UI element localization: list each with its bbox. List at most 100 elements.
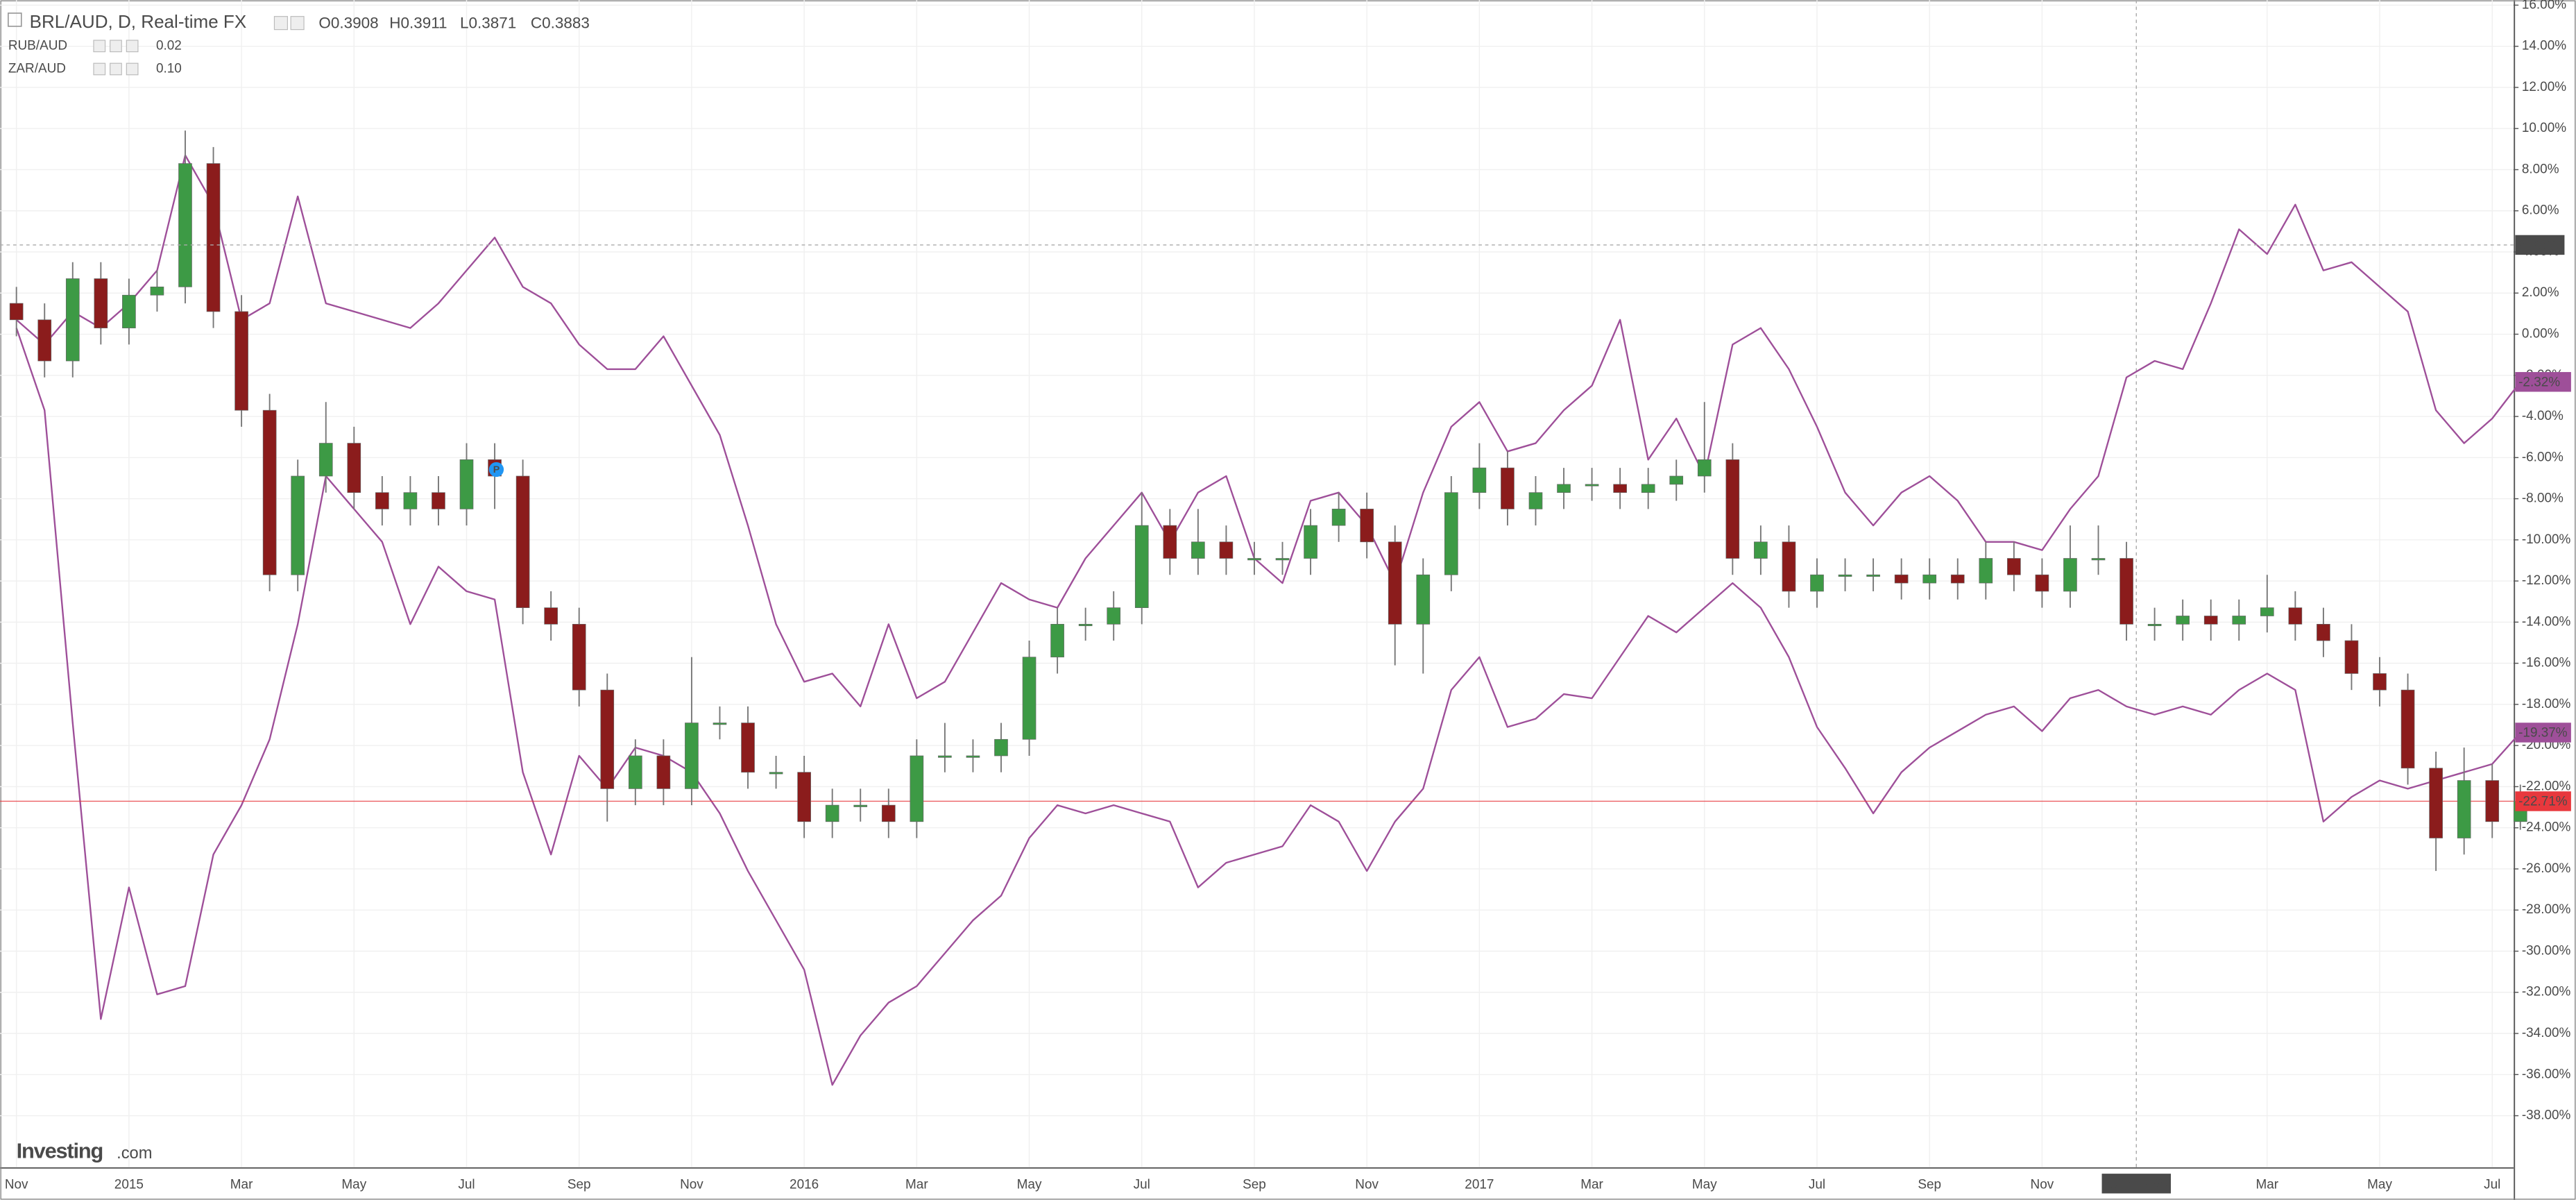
candle-body xyxy=(2007,558,2021,575)
candle-body xyxy=(2176,616,2190,625)
candle-body xyxy=(1304,525,1317,559)
candle-body xyxy=(1247,558,1261,561)
x-tick-label: Mar xyxy=(2256,1178,2279,1192)
candle-body xyxy=(1894,574,1909,584)
candle-body xyxy=(403,492,418,509)
candle-body xyxy=(1528,492,1543,509)
candle-body xyxy=(994,738,1008,757)
candle-body xyxy=(2035,574,2049,592)
event-marker-label: P xyxy=(493,464,500,475)
candle-body xyxy=(910,755,924,822)
line-series xyxy=(15,328,2521,1086)
crosshair-y-label-bg xyxy=(2515,235,2565,255)
y-tick-label: 0.00% xyxy=(2522,327,2559,341)
candle-body xyxy=(1754,541,1768,559)
logo: Investing .com xyxy=(17,1138,153,1163)
candle-body xyxy=(713,722,727,725)
candle-body xyxy=(1472,467,1487,493)
candle-body xyxy=(178,163,192,287)
last-value-label: -22.71% xyxy=(2518,795,2568,809)
ohlc-value: O0.3908 xyxy=(318,14,378,31)
x-tick-label: 2016 xyxy=(790,1178,819,1192)
eye-icon[interactable] xyxy=(290,16,305,31)
logo-text: Investing xyxy=(17,1138,103,1163)
y-tick-label: 2.00% xyxy=(2522,285,2559,300)
candle-body xyxy=(1275,558,1290,561)
last-value-bg xyxy=(2515,372,2571,392)
candle-body xyxy=(432,492,445,509)
legend-name: ZAR/AUD xyxy=(8,61,66,76)
candle-body xyxy=(2288,607,2303,625)
x-tick-label: May xyxy=(1692,1178,1717,1192)
y-tick-label: -36.00% xyxy=(2522,1067,2571,1081)
candle-body xyxy=(1922,574,1937,584)
ohlc-value: C0.3883 xyxy=(531,14,590,31)
y-tick-label: -30.00% xyxy=(2522,943,2571,958)
candle-body xyxy=(515,475,530,608)
candle-body xyxy=(1191,541,1205,559)
legend-icon[interactable] xyxy=(110,62,122,76)
candle-body xyxy=(150,287,164,296)
y-tick-label: 6.00% xyxy=(2522,203,2559,218)
x-tick-label: Jul xyxy=(458,1178,475,1192)
x-tick-label: Sep xyxy=(568,1178,591,1192)
y-tick-label: 16.00% xyxy=(2522,0,2566,12)
y-tick-label: -18.00% xyxy=(2522,697,2571,711)
candle-body xyxy=(656,755,671,789)
candle-body xyxy=(234,311,248,411)
candle-body xyxy=(1557,484,1571,493)
legend-icon[interactable] xyxy=(126,40,139,53)
candle-body xyxy=(1134,525,1149,608)
x-tick-label: Mar xyxy=(230,1178,253,1192)
candle-body xyxy=(825,804,839,822)
last-value-bg xyxy=(2515,722,2571,743)
x-tick-label: Jul xyxy=(1809,1178,1825,1192)
candle-body xyxy=(628,755,642,789)
candle-body xyxy=(9,303,24,321)
legend-icon[interactable] xyxy=(93,62,106,76)
legend-icon[interactable] xyxy=(110,40,122,53)
x-tick-label: May xyxy=(341,1178,366,1192)
x-tick-label: May xyxy=(2367,1178,2392,1192)
y-tick-label: -14.00% xyxy=(2522,614,2571,629)
candle-body xyxy=(1163,525,1177,559)
settings-icon[interactable] xyxy=(273,16,288,31)
candle-body xyxy=(853,804,868,807)
event-marker[interactable] xyxy=(488,462,504,478)
x-tick-label: Nov xyxy=(5,1178,28,1192)
candle-body xyxy=(2317,623,2330,641)
candle-body xyxy=(685,722,699,789)
y-tick-label: 10.00% xyxy=(2522,121,2566,135)
y-tick-label: -38.00% xyxy=(2522,1108,2571,1123)
candle-body xyxy=(938,755,952,758)
candle-body xyxy=(375,492,389,509)
candle-body xyxy=(206,163,221,312)
x-tick-label: Jul xyxy=(1134,1178,1150,1192)
candle-body xyxy=(966,755,980,758)
candle-body xyxy=(1219,541,1234,559)
ohlc-readout: O0.3908 H0.3911 L0.3871 C0.3883 xyxy=(318,14,589,31)
candle-body xyxy=(1107,607,1121,625)
candle-body xyxy=(2485,780,2500,822)
candle-body xyxy=(544,607,558,625)
x-tick-label: Sep xyxy=(1243,1178,1266,1192)
candle-body xyxy=(1838,574,1852,577)
x-tick-label: Nov xyxy=(2031,1178,2054,1192)
y-tick-label: 8.00% xyxy=(2522,162,2559,176)
legend-icon[interactable] xyxy=(126,62,139,76)
y-tick-label: -24.00% xyxy=(2522,820,2571,835)
overlay: 4.7311 P -22.71% -19.37% -2.32% xyxy=(0,235,2571,811)
y-tick-label: -10.00% xyxy=(2522,532,2571,547)
chart-title: BRL/AUD, D, Real-time FX xyxy=(30,11,247,32)
candle-body xyxy=(347,443,361,493)
logo-suffix: .com xyxy=(117,1144,152,1163)
candle-body xyxy=(37,319,52,362)
collapse-icon[interactable] xyxy=(8,12,22,27)
crosshair-y-label: 4.7311 xyxy=(2520,238,2559,253)
candle-body xyxy=(1725,459,1740,559)
legend-icon[interactable] xyxy=(93,40,106,53)
candle-body xyxy=(1078,623,1093,627)
